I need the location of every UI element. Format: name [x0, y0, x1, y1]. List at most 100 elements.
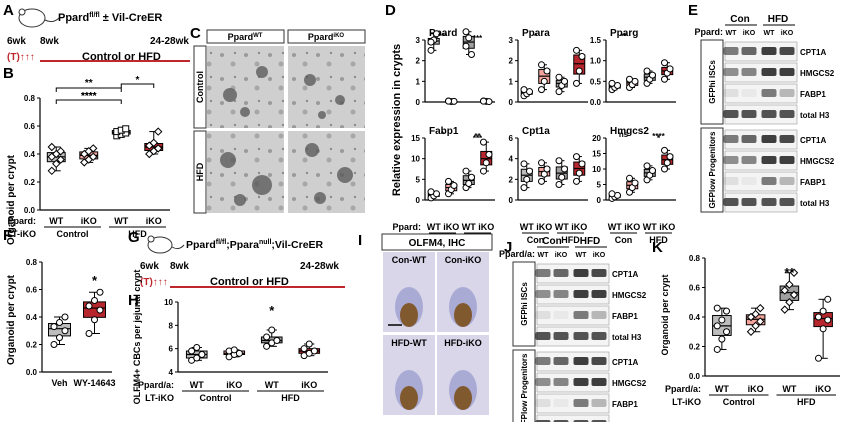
panel-j-band-label: CPT1A [612, 358, 638, 367]
panel-f-point [91, 297, 98, 304]
panel-k-point [718, 316, 726, 324]
panel-a-label: A [3, 2, 14, 19]
panel-j-band [535, 378, 551, 386]
panel-k-y-tick-label: 0.6 [689, 284, 701, 293]
panel-d-cpt1a-point [555, 157, 563, 165]
panel-b-group-label: HFD [128, 229, 147, 239]
panel-d-fabp1-y-tick-label: 10 [411, 155, 420, 164]
panel-c-label: C [190, 25, 201, 42]
panel-j-band [573, 378, 589, 386]
panel-d-ppara-point [555, 88, 563, 96]
panel-k-point [751, 321, 760, 331]
panel-e-band [779, 135, 795, 143]
panel-h-chart: H 4 6 8 10 * OLFM4+ CBCs per jejunal cryptPpa… [128, 270, 328, 404]
panel-j-band [535, 332, 551, 340]
panel-b-chart: B Organoid per crypt 0.00.20.40.60.8 ****… [3, 65, 170, 245]
panel-e-section-label: GFPhi ISCs [708, 60, 717, 104]
panel-e-band [741, 68, 757, 76]
panel-e-band [741, 47, 757, 55]
panel-d-ppard-y-tick-label: 1 [416, 77, 421, 86]
panel-d-ppard-point [468, 50, 475, 58]
panel-e-band [741, 135, 757, 143]
panel-e-hfd-label: HFD [768, 14, 789, 25]
panel-b-ylabel: Organoid per crypt [6, 154, 17, 245]
panel-d-ppara-y-tick-label: 2 [509, 57, 514, 66]
panel-e-band [761, 68, 777, 76]
panel-d-cpt1a-point [520, 184, 528, 192]
panel-d-x-tick-label: iKO [659, 222, 675, 232]
panel-k-y-tick-label: 0.2 [689, 343, 701, 352]
panel-j-band [591, 290, 607, 298]
panel-d-ppard-point [462, 42, 470, 50]
panel-d-cpt1a-y-tick-label: 6 [509, 134, 514, 143]
panel-a-title: Ppardfl/fl ± Vil-CreER [58, 12, 162, 24]
panel-j-band [553, 399, 569, 407]
panel-b-point [122, 125, 130, 133]
ihc-tile-label: HFD-WT [391, 338, 427, 348]
panel-j-lane-label: iKO [555, 252, 568, 259]
panel-f-x-tick-label: Veh [51, 378, 67, 388]
ihc-tile-label: HFD-iKO [444, 338, 482, 348]
ihc-olfm4-stain [400, 386, 418, 410]
panel-b-group-label: Control [57, 229, 89, 239]
panel-d-group-label: Con [527, 235, 545, 245]
panel-g-diet: Control or HFD [210, 276, 289, 288]
panel-d-plot-title: Hmgcs2 [610, 126, 649, 137]
panel-b-sig-bracket-label: **** [81, 91, 97, 102]
panel-d-pparg-point [661, 59, 668, 67]
panel-e-band [723, 89, 739, 97]
panel-b-point [52, 159, 61, 169]
panel-d-cpt1a-y-tick-label: 0 [509, 196, 514, 205]
panel-j-hfd-label: HFD [580, 236, 601, 247]
panel-d-ppara-point [575, 67, 583, 75]
panel-d-fabp1-point [462, 167, 470, 175]
panel-i-title-box [381, 233, 493, 251]
panel-k-y-tick-label: 0.8 [689, 254, 701, 263]
panel-d-sig-label: ns [619, 130, 629, 139]
panel-d-fabp1-y-tick-label: 15 [411, 134, 420, 143]
panel-j-blot-strip [536, 305, 610, 326]
panel-f-y-tick-label: 0.2 [26, 341, 38, 350]
panel-a-diet: Control or HFD [82, 51, 161, 63]
panel-d-hmgcs2-point [643, 162, 651, 170]
panel-j-band [591, 378, 607, 386]
panel-b-point [149, 138, 158, 148]
panel-d-hmgcs2-point [661, 146, 668, 154]
panel-e-band [761, 110, 777, 118]
panel-e-band [761, 135, 777, 143]
panel-d-hmgcs2-y-tick-label: 0 [597, 196, 602, 205]
panel-b-sig-label: ** [85, 78, 93, 89]
panel-e-genotype-label: Ppard: [694, 27, 723, 37]
panel-d-ppara-y-tick-label: 1 [509, 77, 514, 86]
panel-j-section-label: GFPlow Progenitors [520, 353, 529, 422]
panel-f-point [85, 302, 93, 310]
panel-b-x-tick-label: iKO [146, 216, 162, 226]
panel-k-point [814, 313, 822, 321]
panel-e-band [723, 135, 739, 143]
panel-d-hmgcs2-y-tick-label: 5 [597, 181, 602, 190]
panel-j-band [573, 399, 589, 407]
panel-c-row2: HFD [195, 162, 205, 181]
panel-e-con-label: Con [730, 14, 749, 25]
panel-k-x-tick-label: iKO [815, 384, 831, 394]
panel-d-cpt1a-point [520, 160, 528, 168]
panel-j-section-box [512, 261, 536, 347]
panel-d-hmgcs2-point [631, 179, 639, 187]
panel-k-point [789, 290, 799, 300]
panel-c-col1: PpardWT [228, 32, 263, 42]
panel-e-band [741, 198, 757, 206]
panel-d-sig-label: **** [652, 132, 665, 141]
panel-e-band [761, 47, 777, 55]
panel-h-x-row2-label: LT-iKO [145, 393, 174, 403]
panel-d-plot-title: Fabp1 [429, 126, 459, 137]
panel-b-point [154, 144, 163, 153]
panel-d-ppard-point [465, 34, 473, 42]
panel-d-hmgcs2-y-tick-label: 10 [592, 165, 601, 174]
panel-d-hmgcs2-point [608, 190, 616, 198]
panel-f-y-tick-label: 0.6 [26, 286, 38, 295]
panel-d-x-tick-label: WT [608, 222, 622, 232]
panel-h-x-tick-label: WT [265, 380, 279, 390]
panel-g: G Ppardfl/fl;Pparanull;Vil-CreER 6wk 8wk… [128, 229, 345, 288]
panel-d-fabp1-point [480, 138, 487, 146]
panel-d-pparg-y-tick-label: 0.5 [590, 77, 602, 86]
